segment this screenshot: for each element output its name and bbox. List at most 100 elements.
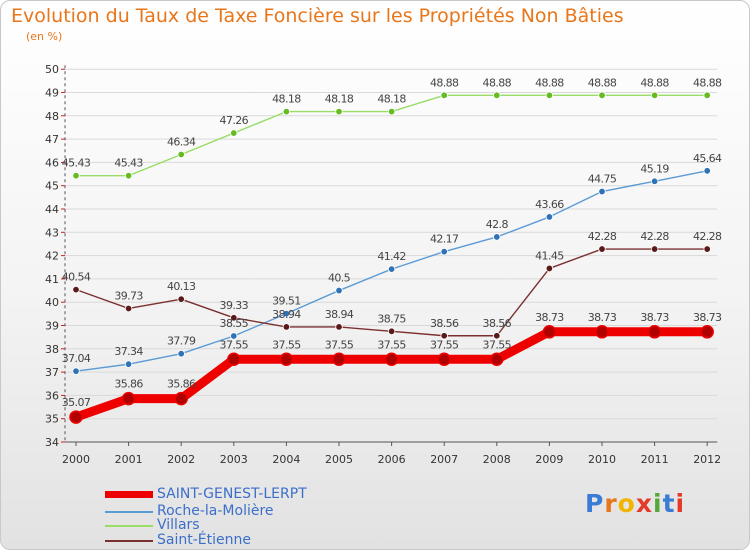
- data-label: 45.19: [640, 162, 669, 175]
- data-label: 35.86: [114, 378, 143, 391]
- y-tick-label: 45: [45, 180, 59, 193]
- legend-label: Villars: [157, 517, 200, 533]
- x-tick-label: 2001: [115, 453, 143, 466]
- data-point: [124, 304, 133, 313]
- data-label: 47.26: [220, 114, 249, 127]
- data-label: 37.04: [62, 352, 91, 365]
- x-tick-label: 2006: [378, 453, 406, 466]
- y-axis-unit: (en %): [26, 30, 63, 43]
- data-label: 41.45: [535, 249, 564, 262]
- data-point: [282, 309, 291, 318]
- data-point: [595, 325, 609, 339]
- y-tick-label: 36: [45, 389, 59, 402]
- y-tick-label: 47: [45, 133, 59, 146]
- y-tick-label: 40: [45, 296, 59, 309]
- y-tick-label: 44: [45, 203, 59, 216]
- data-label: 37.55: [325, 338, 354, 351]
- x-tick-label: 2005: [325, 453, 353, 466]
- data-point: [177, 295, 185, 303]
- data-point: [545, 91, 554, 99]
- data-label: 48.88: [430, 76, 459, 89]
- data-point: [545, 213, 554, 221]
- data-point: [387, 107, 396, 116]
- data-point: [72, 367, 80, 375]
- x-tick-label: 2004: [272, 453, 300, 466]
- data-label: 43.66: [535, 198, 564, 211]
- legend-label: Roche-la-Molière: [157, 503, 274, 519]
- data-point: [650, 245, 659, 253]
- data-label: 38.94: [325, 308, 354, 321]
- data-point: [72, 171, 80, 180]
- x-tick-label: 2007: [430, 453, 458, 466]
- data-point: [230, 129, 238, 137]
- data-point: [598, 91, 606, 99]
- data-point: [598, 245, 606, 253]
- data-point: [545, 264, 554, 273]
- data-point: [440, 91, 448, 99]
- data-label: 40.54: [62, 271, 91, 284]
- data-point: [493, 332, 501, 340]
- data-label: 38.73: [535, 311, 564, 324]
- data-point: [227, 352, 241, 367]
- data-label: 42.28: [588, 230, 617, 243]
- data-point: [282, 323, 291, 331]
- data-point: [72, 285, 80, 294]
- data-label: 48.88: [483, 76, 512, 89]
- data-label: 38.55: [220, 317, 249, 330]
- chart-title: Evolution du Taux de Taxe Foncière sur l…: [11, 5, 624, 27]
- data-point: [387, 327, 396, 336]
- data-label: 38.56: [430, 317, 459, 330]
- y-tick-label: 46: [45, 156, 59, 169]
- data-point: [335, 323, 343, 331]
- data-label: 48.18: [272, 93, 301, 106]
- data-point: [124, 171, 133, 180]
- data-point: [335, 107, 343, 116]
- data-label: 40.13: [167, 280, 196, 293]
- data-point: [440, 247, 448, 256]
- y-tick-label: 34: [45, 436, 59, 449]
- logo-letter: i: [675, 489, 686, 518]
- data-point: [493, 233, 501, 241]
- data-point: [700, 325, 714, 339]
- y-tick-label: 41: [45, 273, 59, 286]
- legend-swatch: [105, 540, 153, 542]
- data-point: [493, 91, 501, 99]
- data-point: [69, 410, 83, 424]
- data-label: 38.94: [272, 308, 301, 321]
- x-tick-label: 2012: [693, 453, 721, 466]
- data-label: 38.75: [377, 312, 406, 325]
- data-point: [703, 91, 711, 99]
- data-label: 48.88: [640, 76, 669, 89]
- data-point: [177, 349, 185, 358]
- data-point: [703, 245, 711, 253]
- data-label: 42.28: [640, 230, 669, 243]
- logo-letter: x: [635, 489, 653, 518]
- data-label: 38.73: [588, 311, 617, 324]
- data-label: 45.43: [114, 157, 143, 170]
- data-label: 37.79: [167, 335, 196, 348]
- data-label: 38.73: [693, 311, 722, 324]
- logo-letter: i: [653, 489, 663, 518]
- x-tick-label: 2002: [167, 453, 195, 466]
- data-point: [490, 352, 504, 367]
- data-label: 41.42: [377, 250, 406, 263]
- data-label: 38.73: [640, 311, 669, 324]
- data-label: 39.73: [114, 289, 143, 302]
- logo-letter: t: [662, 489, 676, 518]
- data-label: 45.43: [62, 157, 91, 170]
- data-label: 44.75: [588, 173, 617, 186]
- data-label: 37.55: [430, 338, 459, 351]
- data-label: 35.07: [62, 396, 91, 409]
- data-point: [174, 391, 188, 406]
- legend-swatch: [105, 491, 153, 498]
- legend-swatch: [105, 525, 153, 527]
- data-point: [279, 352, 294, 367]
- data-label: 37.34: [114, 345, 143, 358]
- data-point: [703, 167, 711, 175]
- proxiti-logo: Proxiti: [585, 489, 685, 518]
- y-tick-label: 49: [45, 87, 59, 100]
- data-point: [437, 352, 451, 367]
- data-label: 38.56: [483, 317, 512, 330]
